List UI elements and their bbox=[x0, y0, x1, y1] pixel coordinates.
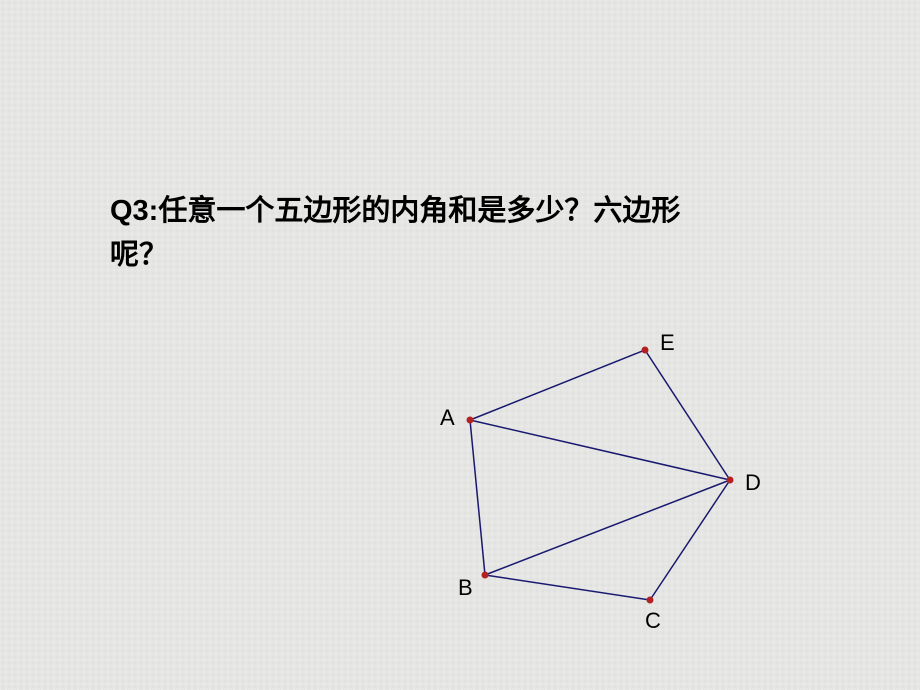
edge-A-D bbox=[470, 420, 730, 480]
vertex-D bbox=[727, 477, 734, 484]
edge-E-A bbox=[470, 350, 645, 420]
vertex-E bbox=[642, 347, 649, 354]
vertex-label-D: D bbox=[745, 470, 761, 495]
edge-B-D bbox=[485, 480, 730, 575]
edge-D-E bbox=[645, 350, 730, 480]
vertex-label-C: C bbox=[645, 608, 661, 633]
vertex-label-A: A bbox=[440, 405, 455, 430]
question-text: Q3:任意一个五边形的内角和是多少？六边形呢？ bbox=[110, 190, 730, 277]
edge-A-B bbox=[470, 420, 485, 575]
vertex-label-E: E bbox=[660, 330, 675, 355]
edge-C-D bbox=[650, 480, 730, 600]
vertex-A bbox=[467, 417, 474, 424]
vertex-B bbox=[482, 572, 489, 579]
pentagon-diagram: A B C D E bbox=[370, 320, 820, 650]
diagram-svg: A B C D E bbox=[370, 320, 820, 650]
slide-canvas: Q3:任意一个五边形的内角和是多少？六边形呢？ A B C D E bbox=[0, 0, 920, 690]
edge-B-C bbox=[485, 575, 650, 600]
vertex-label-B: B bbox=[458, 575, 473, 600]
vertex-C bbox=[647, 597, 654, 604]
